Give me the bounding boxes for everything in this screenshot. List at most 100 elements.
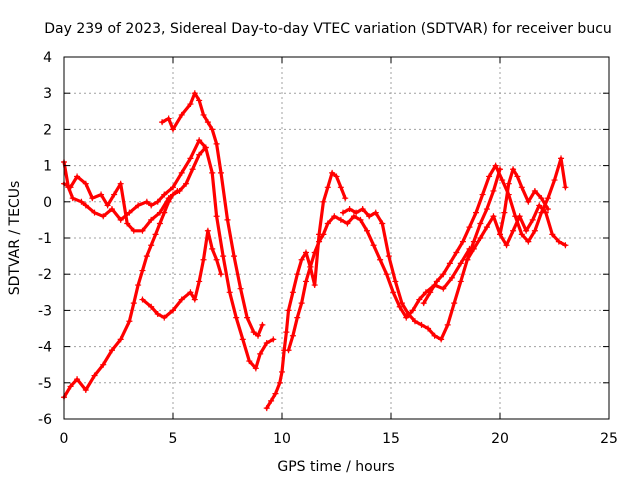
data-point (135, 282, 142, 289)
data-point (108, 206, 115, 213)
data-point (377, 256, 384, 263)
data-point (492, 162, 499, 169)
data-point (239, 336, 246, 343)
data-point (562, 184, 569, 191)
data-point (244, 314, 251, 321)
data-point (298, 256, 305, 263)
data-point (555, 238, 562, 245)
y-tick-label: -4 (38, 340, 52, 356)
data-point (165, 195, 172, 202)
y-tick-label: 2 (43, 122, 52, 138)
data-point (285, 307, 292, 314)
data-point (91, 209, 98, 216)
data-point (196, 278, 203, 285)
data-point (209, 169, 216, 176)
data-point (89, 195, 96, 202)
data-point (204, 227, 211, 234)
data-point (438, 336, 445, 343)
data-point (466, 224, 473, 231)
series-trace-1 (62, 138, 275, 370)
data-point (440, 271, 447, 278)
data-point (457, 260, 464, 267)
data-point (483, 224, 490, 231)
y-tick-label: -5 (38, 376, 52, 392)
data-point (536, 202, 543, 209)
series-trace-9 (422, 156, 568, 305)
data-point (148, 202, 155, 209)
data-point (340, 209, 347, 216)
series-trace-8 (341, 167, 502, 341)
data-point (69, 195, 76, 202)
data-point (427, 289, 434, 296)
series-trace-11 (498, 167, 550, 236)
data-point (544, 206, 551, 213)
y-axis-label: SDTVAR / TECUs (7, 181, 23, 296)
data-point (143, 253, 150, 260)
data-point (497, 231, 503, 238)
series-trace-6 (265, 171, 347, 410)
data-point (98, 191, 105, 198)
data-point (126, 318, 133, 325)
data-point (538, 195, 545, 202)
data-point (74, 376, 81, 383)
y-tick-label: 4 (43, 50, 52, 66)
data-point (178, 111, 185, 118)
tick-layer (63, 56, 610, 420)
data-point (477, 220, 484, 227)
data-point (174, 187, 181, 194)
data-point (187, 155, 194, 162)
data-point (302, 278, 309, 285)
data-point (130, 300, 137, 307)
data-point (549, 231, 556, 238)
data-point (289, 332, 296, 339)
data-point (525, 198, 532, 205)
data-point (329, 169, 336, 176)
data-point (449, 274, 456, 281)
series-trace-7 (286, 214, 472, 352)
data-point (457, 278, 464, 285)
data-point (139, 227, 146, 234)
y-tick-label: -2 (38, 267, 52, 283)
data-point (320, 198, 327, 205)
data-point (440, 285, 447, 292)
data-point (359, 206, 366, 213)
y-tick-label: 0 (43, 195, 52, 211)
data-point (268, 397, 275, 404)
data-point (170, 307, 176, 314)
data-point (200, 111, 207, 118)
data-point (187, 289, 194, 296)
data-point (196, 97, 203, 104)
data-point (470, 238, 477, 245)
y-tick-label: 3 (43, 86, 52, 102)
data-point (505, 180, 512, 187)
data-point (161, 314, 168, 321)
data-point (220, 253, 227, 260)
data-point (154, 311, 161, 318)
data-point (486, 173, 493, 180)
data-point (213, 213, 220, 220)
data-point (82, 180, 89, 187)
series-trace-10 (465, 203, 568, 262)
data-point (390, 289, 397, 296)
data-point (531, 227, 538, 234)
data-point (139, 296, 146, 303)
data-point (91, 372, 98, 379)
data-point (148, 216, 155, 223)
data-point (117, 336, 124, 343)
data-point (178, 169, 185, 176)
y-tick-label: 1 (43, 159, 52, 175)
data-point (357, 216, 364, 223)
data-point (224, 216, 231, 223)
data-point (372, 209, 379, 216)
data-point (148, 242, 155, 249)
data-point (516, 213, 523, 220)
data-point (126, 209, 133, 216)
data-point (154, 198, 161, 205)
data-point (431, 332, 438, 339)
data-point (392, 278, 399, 285)
data-point (259, 321, 266, 328)
data-point (499, 177, 506, 184)
data-point (324, 184, 331, 191)
data-point (217, 271, 224, 278)
x-tick-label: 20 (491, 431, 509, 447)
